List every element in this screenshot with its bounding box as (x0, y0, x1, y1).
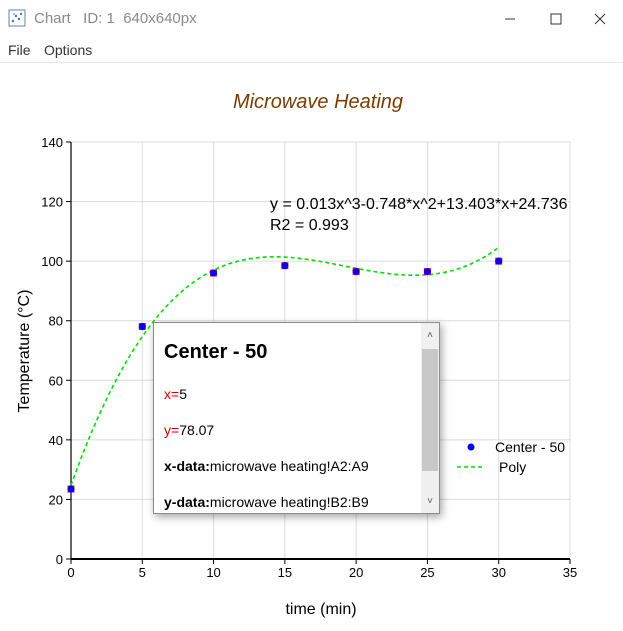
close-icon (594, 13, 606, 25)
minimize-icon (505, 18, 515, 20)
tooltip-ydata-value: microwave heating!B2:B9 (209, 494, 369, 510)
y-axis-label: Temperature (°C) (16, 290, 33, 413)
tooltip-x-value: 5 (179, 386, 187, 402)
series-line-poly (70, 246, 500, 486)
tooltip-y-value: 78.07 (179, 422, 215, 438)
data-point[interactable] (67, 485, 75, 493)
legend-label-center-50: Center - 50 (495, 439, 565, 455)
data-point-tooltip: Center - 50 x=5 y=78.07 x-data:microwave… (153, 322, 440, 514)
legend: Center - 50 Poly (457, 439, 565, 475)
x-tick-label: 25 (420, 565, 434, 580)
tooltip-x-label: x= (164, 386, 180, 402)
tooltip-ydata-label: y-data: (164, 494, 210, 510)
window-titlebar: Chart ID: 1 640x640px (0, 0, 623, 38)
menu-bar: File Options (0, 38, 623, 63)
y-tick-label: 140 (41, 135, 63, 150)
fit-r2: R2 = 0.993 (270, 217, 349, 234)
chart-title: Microwave Heating (233, 91, 403, 113)
x-axis-label: time (min) (285, 601, 356, 618)
data-point[interactable] (138, 322, 146, 330)
maximize-button[interactable] (533, 0, 579, 38)
legend-marker-center-50 (467, 443, 475, 451)
tooltip-title: Center - 50 (164, 341, 268, 363)
close-button[interactable] (577, 0, 623, 38)
y-tick-label: 100 (41, 254, 63, 269)
y-tick-label: 40 (49, 433, 63, 448)
y-tick-label: 0 (56, 552, 63, 567)
fit-equation: y = 0.013x^3-0.748*x^2+13.403*x+24.736 (270, 196, 568, 213)
scroll-up-icon[interactable]: ˄ (427, 330, 433, 341)
x-tick-label: 0 (67, 565, 74, 580)
y-tick-label: 20 (49, 492, 63, 507)
tooltip-y-label: y= (164, 422, 180, 438)
x-tick-label: 10 (206, 565, 220, 580)
x-tick-label: 35 (563, 565, 577, 580)
data-point[interactable] (495, 257, 503, 265)
scatter-chart-icon (8, 9, 26, 27)
data-points (67, 257, 503, 493)
data-point[interactable] (281, 262, 289, 270)
x-tick-label: 15 (278, 565, 292, 580)
tooltip-scrollbar[interactable]: ˄ ˅ (421, 323, 439, 513)
data-point[interactable] (210, 269, 218, 277)
legend-label-poly: Poly (499, 459, 526, 475)
x-tick-label: 20 (349, 565, 363, 580)
data-point[interactable] (423, 268, 431, 276)
scroll-down-icon[interactable]: ˅ (427, 496, 433, 507)
tooltip-xdata-label: x-data: (164, 458, 210, 474)
y-tick-label: 60 (49, 373, 63, 388)
menu-options[interactable]: Options (44, 42, 93, 58)
y-tick-label: 120 (41, 195, 63, 210)
tooltip-xdata-value: microwave heating!A2:A9 (209, 458, 369, 474)
maximize-icon (550, 13, 562, 25)
window-title: Chart ID: 1 640x640px (34, 10, 197, 27)
axes: 0 5 10 15 20 25 30 35 0 20 40 60 80 100 120 140 (41, 135, 577, 580)
data-point[interactable] (352, 268, 360, 276)
x-tick-label: 30 (491, 565, 505, 580)
y-tick-label: 80 (49, 314, 63, 329)
x-tick-label: 5 (139, 565, 146, 580)
minimize-button[interactable] (487, 0, 533, 38)
menu-file[interactable]: File (8, 42, 31, 58)
scroll-thumb[interactable] (422, 349, 438, 471)
